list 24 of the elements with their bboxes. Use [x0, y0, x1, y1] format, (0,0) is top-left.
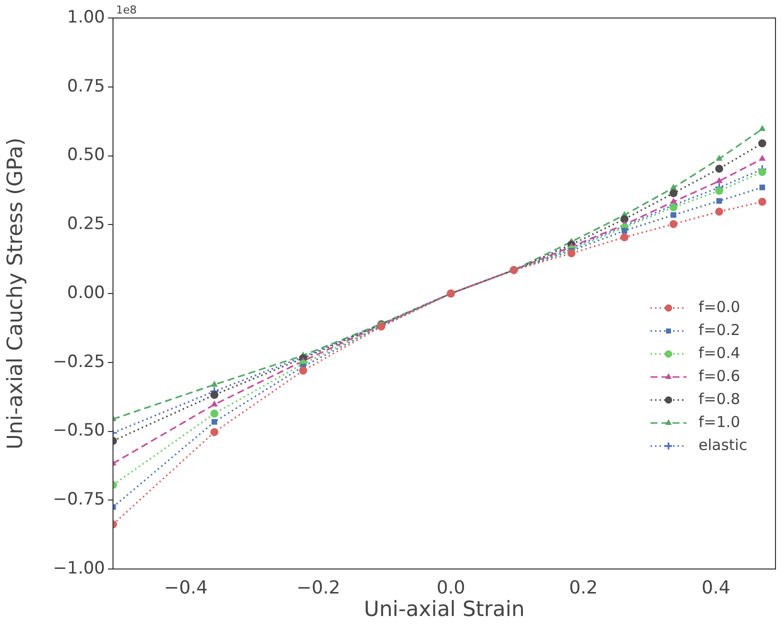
y-tick-label: 1.00 — [67, 7, 105, 28]
x-tick-label: 0.0 — [436, 577, 466, 598]
legend-label: f=1.0 — [698, 412, 740, 431]
y-tick-label: 0.00 — [67, 282, 105, 303]
x-tick-label: 0.4 — [702, 577, 730, 598]
legend-label: f=0.0 — [698, 298, 740, 316]
x-tick-label: 0.2 — [569, 577, 598, 598]
text: 1e8 — [116, 3, 137, 16]
legend-label: f=0.2 — [698, 320, 740, 339]
y-tick-label: −1.00 — [52, 558, 105, 578]
y-tick-label: 0.25 — [67, 214, 105, 234]
y-tick-label: −0.25 — [52, 352, 105, 372]
y-tick-label: 0.50 — [67, 145, 105, 166]
x-tick-label: −0.2 — [296, 577, 340, 598]
y-axis-title: Uni-axial Cauchy Stress (GPa) — [3, 138, 28, 450]
legend-label: f=0.4 — [698, 344, 740, 362]
y-tick-label: 0.75 — [67, 76, 105, 96]
legend-label: elastic — [698, 436, 748, 454]
y-tick-label: −0.50 — [52, 420, 105, 441]
legend-label: f=0.6 — [698, 366, 740, 385]
y-tick-label: −0.75 — [52, 490, 105, 510]
x-tick-label: −0.4 — [164, 577, 208, 598]
x-axis-title: Uni-axial Strain — [364, 596, 525, 621]
legend-label: f=0.8 — [698, 390, 740, 408]
